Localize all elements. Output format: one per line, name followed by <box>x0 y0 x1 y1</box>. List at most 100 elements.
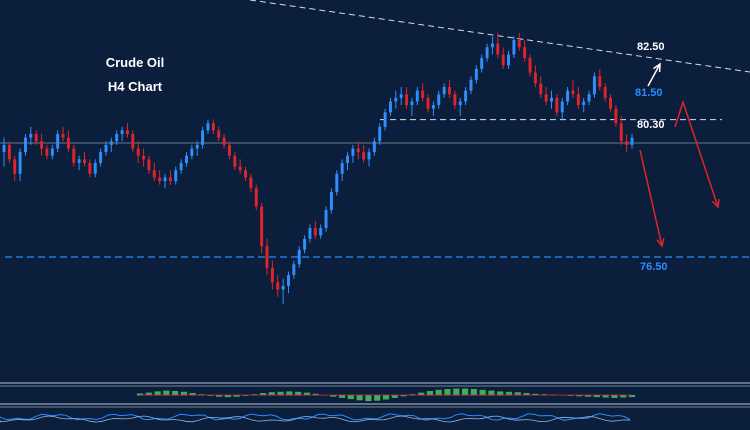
level-label-80-30: 80.30 <box>637 119 665 131</box>
candle-body <box>528 58 532 73</box>
candle-body <box>512 40 516 55</box>
histogram-bar <box>514 392 521 396</box>
candle <box>356 141 360 160</box>
histogram-bar <box>620 395 627 398</box>
level-label-82-50: 82.50 <box>637 41 665 53</box>
candle <box>576 87 580 109</box>
candle <box>362 144 366 163</box>
arrow-down-to-76-50-line <box>639 149 663 247</box>
candle-body <box>308 228 312 239</box>
candle <box>249 173 253 192</box>
candle-body <box>61 134 65 138</box>
candle-body <box>431 105 435 109</box>
candle-body <box>179 162 183 171</box>
arrow-down-after-81-50 <box>674 99 720 209</box>
candle <box>410 97 414 116</box>
candle <box>335 170 339 196</box>
candle-body <box>13 159 17 174</box>
arrow-up-to-82-50 <box>647 62 661 87</box>
histogram-bar <box>611 395 618 398</box>
candle <box>297 246 301 268</box>
candle-body <box>346 155 349 163</box>
candle-body <box>158 177 162 182</box>
candle-body <box>340 162 344 174</box>
candle <box>136 141 140 163</box>
candle-body <box>383 112 387 127</box>
candle-body <box>109 141 113 145</box>
candle-body <box>415 90 419 102</box>
candle <box>244 166 248 182</box>
candle-body <box>7 144 11 160</box>
candle-body <box>29 134 33 138</box>
candle-body <box>448 87 451 95</box>
candle <box>329 188 333 214</box>
arrow-up-to-82-50-line <box>647 63 661 87</box>
candle <box>50 144 54 160</box>
candle-body <box>120 130 124 135</box>
candle <box>34 130 38 145</box>
candle <box>233 152 237 171</box>
histogram-bar <box>435 389 442 396</box>
candle-body <box>625 141 629 145</box>
candle <box>464 87 468 106</box>
candle <box>23 134 27 156</box>
candle <box>490 36 494 55</box>
candle-body <box>163 177 167 182</box>
candle-body <box>533 72 537 84</box>
candle <box>7 141 11 163</box>
histogram-bar <box>145 392 152 396</box>
oscillator-line-2 <box>0 415 631 423</box>
candle <box>394 90 398 109</box>
candle-body <box>464 90 468 102</box>
histogram-bar <box>330 395 337 397</box>
candle <box>238 159 242 174</box>
candle <box>625 134 629 153</box>
candle <box>346 152 349 171</box>
candle-body <box>174 170 178 182</box>
level-label-81-50: 81.50 <box>635 87 663 99</box>
candle <box>77 155 81 171</box>
candle-body <box>566 90 570 102</box>
candle <box>480 54 484 73</box>
chart-title-timeframe: H4 Chart <box>107 79 163 94</box>
candle-body <box>93 162 97 174</box>
candle-body <box>195 144 199 149</box>
candle-body <box>313 228 317 236</box>
candle-body <box>190 148 194 156</box>
candle-body <box>281 285 285 290</box>
candle-body <box>362 152 366 160</box>
candle <box>437 90 441 109</box>
candle-body <box>523 47 527 59</box>
candle <box>431 101 435 116</box>
candle <box>40 134 44 156</box>
candle <box>265 238 269 276</box>
histogram-bar <box>277 391 284 396</box>
candle-body <box>609 97 613 109</box>
candle <box>388 97 392 116</box>
candle-body <box>405 94 409 106</box>
histogram-bar <box>444 389 451 396</box>
candle <box>120 126 124 142</box>
candle <box>614 105 618 127</box>
candle-body <box>507 54 511 66</box>
histogram-bar <box>356 395 363 401</box>
candle-body <box>83 159 86 163</box>
candle-body <box>66 137 70 149</box>
candle-body <box>619 123 623 142</box>
candle <box>372 137 376 156</box>
histogram-bar <box>628 395 636 398</box>
candle <box>152 162 156 182</box>
histogram-bar <box>523 393 530 396</box>
projection-arrows <box>639 62 720 248</box>
candle <box>485 43 489 62</box>
candle <box>18 148 22 182</box>
candle <box>512 36 516 59</box>
candle-body <box>40 141 44 149</box>
candle-body <box>474 68 478 80</box>
candle-body <box>490 43 494 48</box>
candle <box>115 130 119 145</box>
candle-body <box>539 83 543 95</box>
histogram-bar <box>215 395 223 397</box>
candle <box>13 155 17 182</box>
